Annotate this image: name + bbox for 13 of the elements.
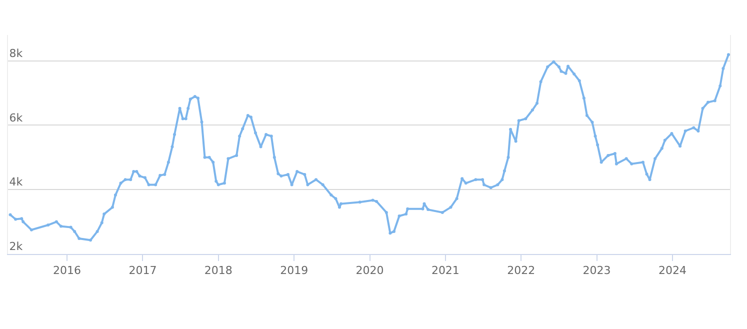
x-tick-label: 2017	[128, 264, 157, 278]
x-tick-label: 2024	[658, 264, 686, 278]
y-tick-label: 6k	[9, 111, 24, 124]
x-tick-label: 2020	[356, 264, 384, 278]
x-tick-label: 2018	[204, 264, 232, 278]
x-tick-label: 2022	[507, 264, 536, 278]
y-tick-label: 4k	[9, 176, 24, 189]
x-tick-label: 2016	[53, 264, 82, 278]
x-tick-label: 2021	[431, 264, 460, 278]
x-tick-label: 2023	[582, 264, 611, 278]
x-tick-label: 2019	[280, 264, 308, 278]
y-tick-label: 2k	[9, 240, 24, 254]
y-tick-label: 8k	[9, 46, 24, 60]
